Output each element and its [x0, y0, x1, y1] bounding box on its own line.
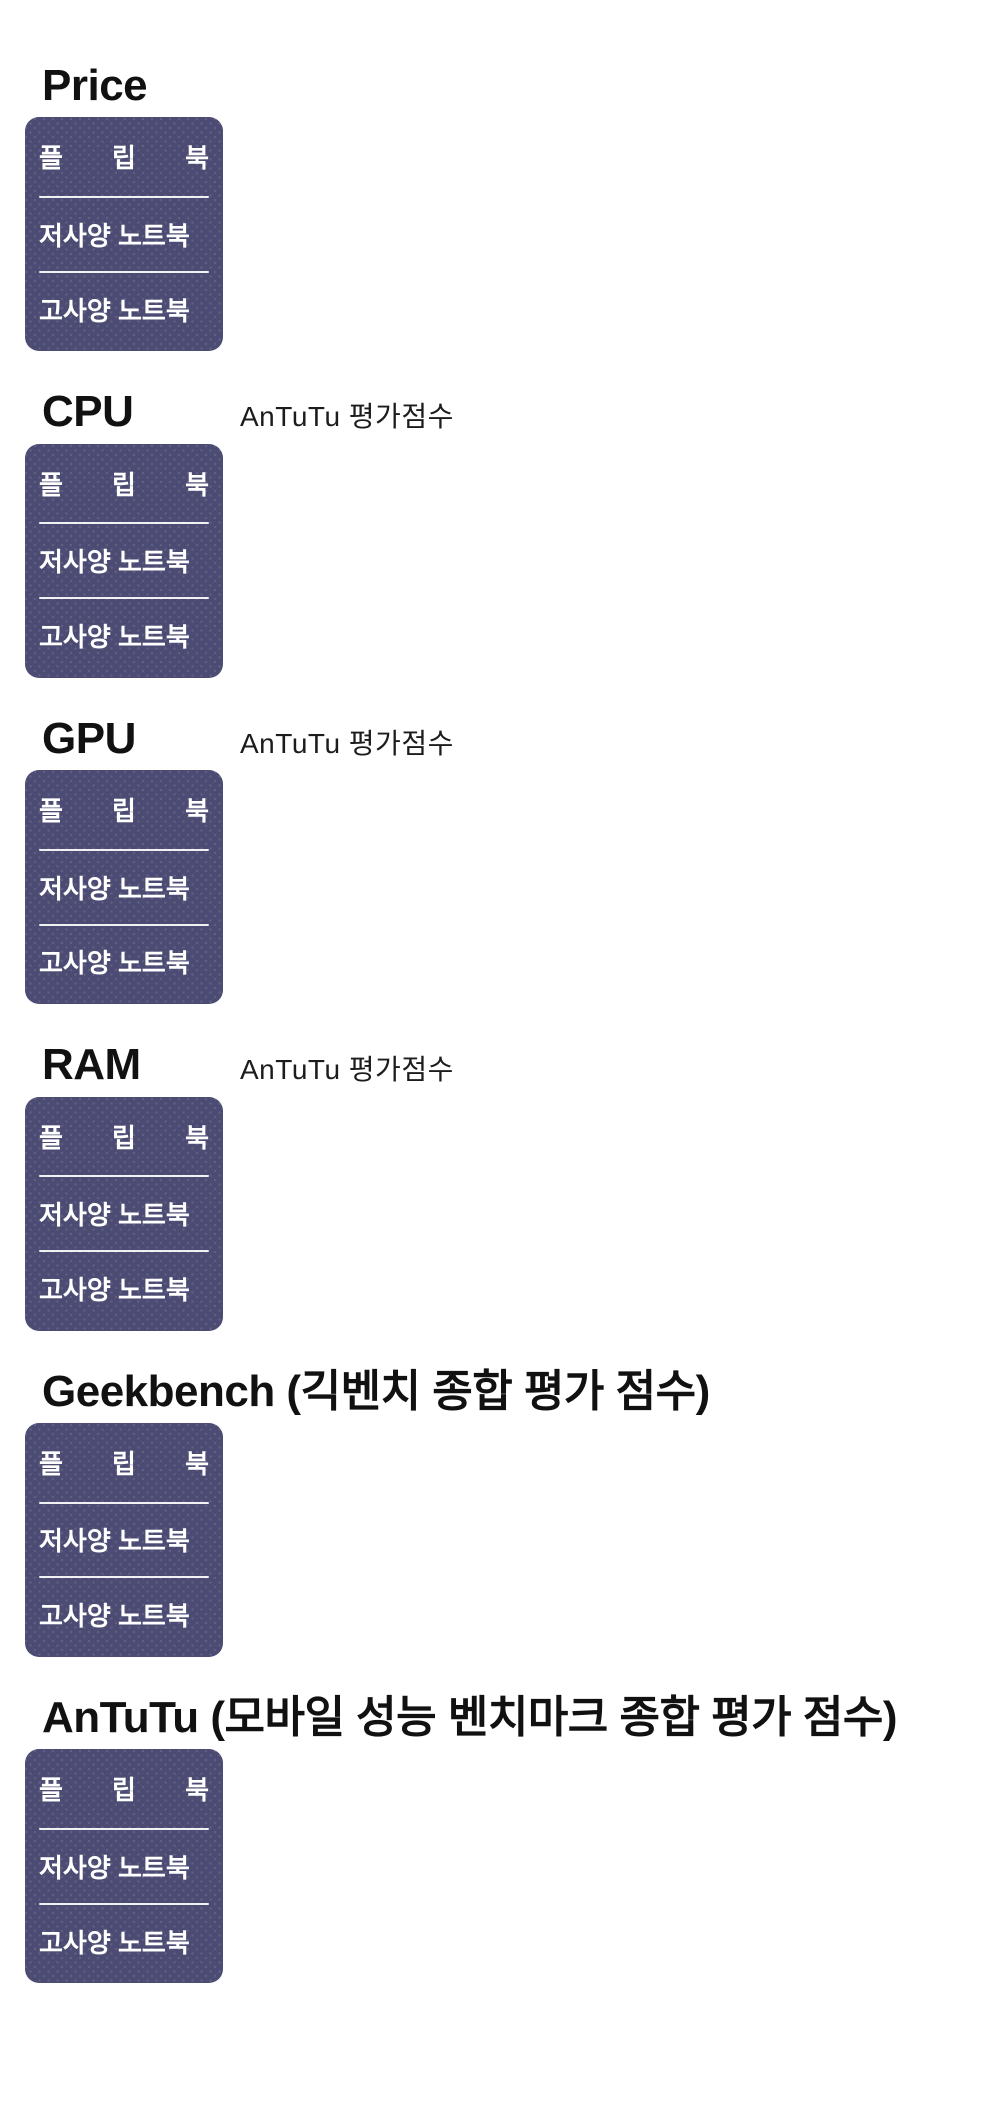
- section-header: RAM AnTuTu 평가점수: [0, 1040, 1000, 1090]
- legend-row-low-spec-laptop: 저사양 노트북: [39, 1200, 190, 1231]
- legend-row-low-spec-laptop: 저사양 노트북: [39, 220, 190, 251]
- legend-row-flipbook: 플 립 북: [39, 1448, 209, 1479]
- section-header: Geekbench (긱벤치 종합 평가 점수): [0, 1366, 1000, 1416]
- divider: [39, 1576, 209, 1579]
- section-gpu: GPU AnTuTu 평가점수 플 립 북 저사양 노트북 고사양 노트북: [0, 713, 1000, 1004]
- legend-row-high-spec-laptop: 고사양 노트북: [39, 295, 190, 326]
- section-subtitle: AnTuTu 평가점수: [240, 1054, 454, 1086]
- legend-row-low-spec-laptop: 저사양 노트북: [39, 873, 190, 904]
- device-legend-card: 플 립 북 저사양 노트북 고사양 노트북: [25, 444, 223, 678]
- divider: [39, 1249, 209, 1252]
- legend-row-high-spec-laptop: 고사양 노트북: [39, 1274, 190, 1305]
- section-price: Price 플 립 북 저사양 노트북 고사양 노트북: [0, 61, 1000, 351]
- legend-row-low-spec-laptop: 저사양 노트북: [39, 1852, 190, 1883]
- legend-row-low-spec-laptop: 저사양 노트북: [39, 1526, 190, 1557]
- section-header: Price: [0, 61, 1000, 110]
- section-subtitle: AnTuTu 평가점수: [240, 727, 454, 759]
- legend-row-flipbook: 플 립 북: [39, 1122, 209, 1153]
- legend-row-high-spec-laptop: 고사양 노트북: [39, 1927, 190, 1958]
- section-title: RAM: [42, 1040, 141, 1090]
- section-ram: RAM AnTuTu 평가점수 플 립 북 저사양 노트북 고사양 노트북: [0, 1040, 1000, 1331]
- divider: [39, 1902, 209, 1905]
- device-legend-card: 플 립 북 저사양 노트북 고사양 노트북: [25, 1423, 223, 1657]
- divider: [39, 270, 209, 273]
- legend-row-high-spec-laptop: 고사양 노트북: [39, 1601, 190, 1632]
- section-header: CPU AnTuTu 평가점수: [0, 387, 1000, 437]
- section-header: GPU AnTuTu 평가점수: [0, 713, 1000, 763]
- divider: [39, 923, 209, 926]
- divider: [39, 1175, 209, 1178]
- section-title: CPU: [42, 387, 134, 437]
- legend-row-flipbook: 플 립 북: [39, 1775, 209, 1806]
- device-legend-card: 플 립 북 저사양 노트북 고사양 노트북: [25, 1097, 223, 1331]
- device-legend-card: 플 립 북 저사양 노트북 고사양 노트북: [25, 770, 223, 1004]
- device-legend-card: 플 립 북 저사양 노트북 고사양 노트북: [25, 1749, 223, 1983]
- legend-row-flipbook: 플 립 북: [39, 143, 209, 174]
- divider: [39, 522, 209, 525]
- section-title: Price: [42, 61, 148, 110]
- divider: [39, 1828, 209, 1831]
- device-legend-card: 플 립 북 저사양 노트북 고사양 노트북: [25, 117, 223, 351]
- legend-row-flipbook: 플 립 북: [39, 796, 209, 827]
- divider: [39, 597, 209, 600]
- section-cpu: CPU AnTuTu 평가점수 플 립 북 저사양 노트북 고사양 노트북: [0, 387, 1000, 678]
- legend-row-low-spec-laptop: 저사양 노트북: [39, 547, 190, 578]
- divider: [39, 848, 209, 851]
- legend-row-flipbook: 플 립 북: [39, 469, 209, 500]
- section-title: GPU: [42, 713, 136, 763]
- infographic-page: Price 플 립 북 저사양 노트북 고사양 노트북 CPU AnTuTu 평…: [0, 61, 1000, 1983]
- section-subtitle: AnTuTu 평가점수: [240, 401, 454, 433]
- legend-row-high-spec-laptop: 고사양 노트북: [39, 621, 190, 652]
- section-header: AnTuTu (모바일 성능 벤치마크 종합 평가 점수): [0, 1692, 1000, 1742]
- section-title: AnTuTu (모바일 성능 벤치마크 종합 평가 점수): [42, 1692, 897, 1742]
- divider: [39, 196, 209, 199]
- section-geekbench: Geekbench (긱벤치 종합 평가 점수) 플 립 북 저사양 노트북 고…: [0, 1366, 1000, 1657]
- divider: [39, 1501, 209, 1504]
- section-title: Geekbench (긱벤치 종합 평가 점수): [42, 1366, 710, 1416]
- legend-row-high-spec-laptop: 고사양 노트북: [39, 948, 190, 979]
- section-antutu: AnTuTu (모바일 성능 벤치마크 종합 평가 점수) 플 립 북 저사양 …: [0, 1692, 1000, 1983]
